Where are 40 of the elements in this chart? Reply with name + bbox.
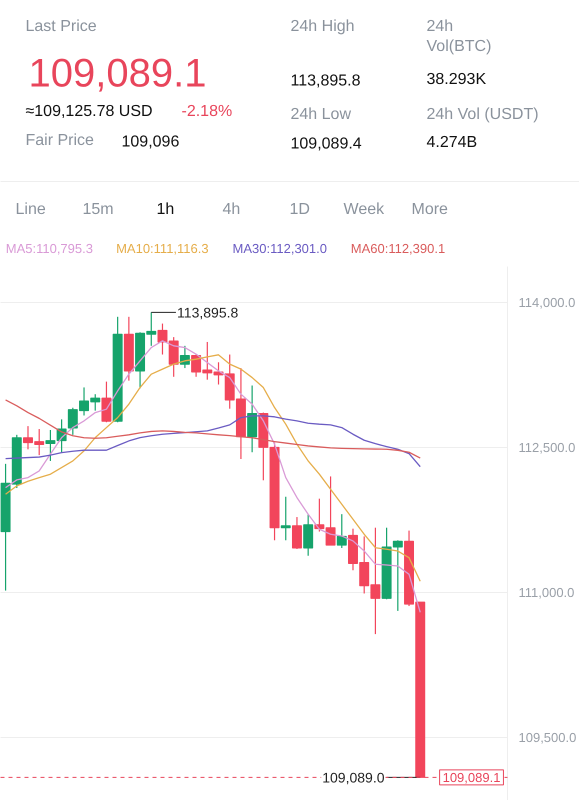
- text: Fair Price: [26, 132, 94, 149]
- text: Week: [344, 201, 386, 218]
- text: ≈109,125.78 USD: [26, 103, 153, 120]
- y-tick-label: 114,000.0: [518, 294, 576, 310]
- text: -2.18%: [182, 103, 232, 120]
- text: 1D: [290, 201, 310, 218]
- text: 15m: [82, 201, 114, 218]
- text: Last Price: [26, 18, 97, 35]
- line-series: [4, 415, 421, 468]
- text: 4h: [222, 201, 240, 218]
- text: 24h Vol (USDT): [426, 106, 539, 123]
- candlestick: [101, 381, 112, 423]
- text: 24h Vol(BTC): [426, 18, 492, 56]
- text: 109,096: [122, 134, 180, 150]
- text: 109,089.4: [290, 136, 362, 152]
- y-tick-label: 109,500.0: [518, 730, 576, 746]
- text: 113,895.8: [290, 72, 361, 90]
- text: 4.274B: [426, 134, 478, 151]
- annotation: 109,089.0: [322, 769, 385, 786]
- text: Line: [16, 201, 46, 218]
- text: 38.293K: [426, 71, 486, 88]
- line-series: [4, 399, 421, 459]
- text: MA10:111,116.3: [116, 241, 209, 256]
- y-tick-label: 111,000.0: [518, 585, 574, 600]
- line-series: [4, 354, 421, 582]
- candlestick: [247, 384, 258, 453]
- text: More: [412, 201, 448, 218]
- candlestick: [336, 514, 347, 549]
- text: 24h Low: [290, 106, 352, 123]
- text: 1h: [156, 201, 174, 218]
- text: 24h High: [290, 18, 355, 35]
- ref-line-label: 109,089.1: [442, 770, 500, 785]
- text: MA30:112,301.0: [232, 241, 327, 256]
- y-tick-label: 112,500.0: [518, 440, 576, 455]
- text: MA5:110,795.3: [6, 241, 93, 256]
- candlestick: [303, 514, 314, 556]
- annotation: 113,895.8: [177, 304, 238, 320]
- text: 109,089.1: [28, 52, 206, 96]
- candlestick: [292, 516, 302, 550]
- text: MA60:112,390.1: [350, 241, 446, 256]
